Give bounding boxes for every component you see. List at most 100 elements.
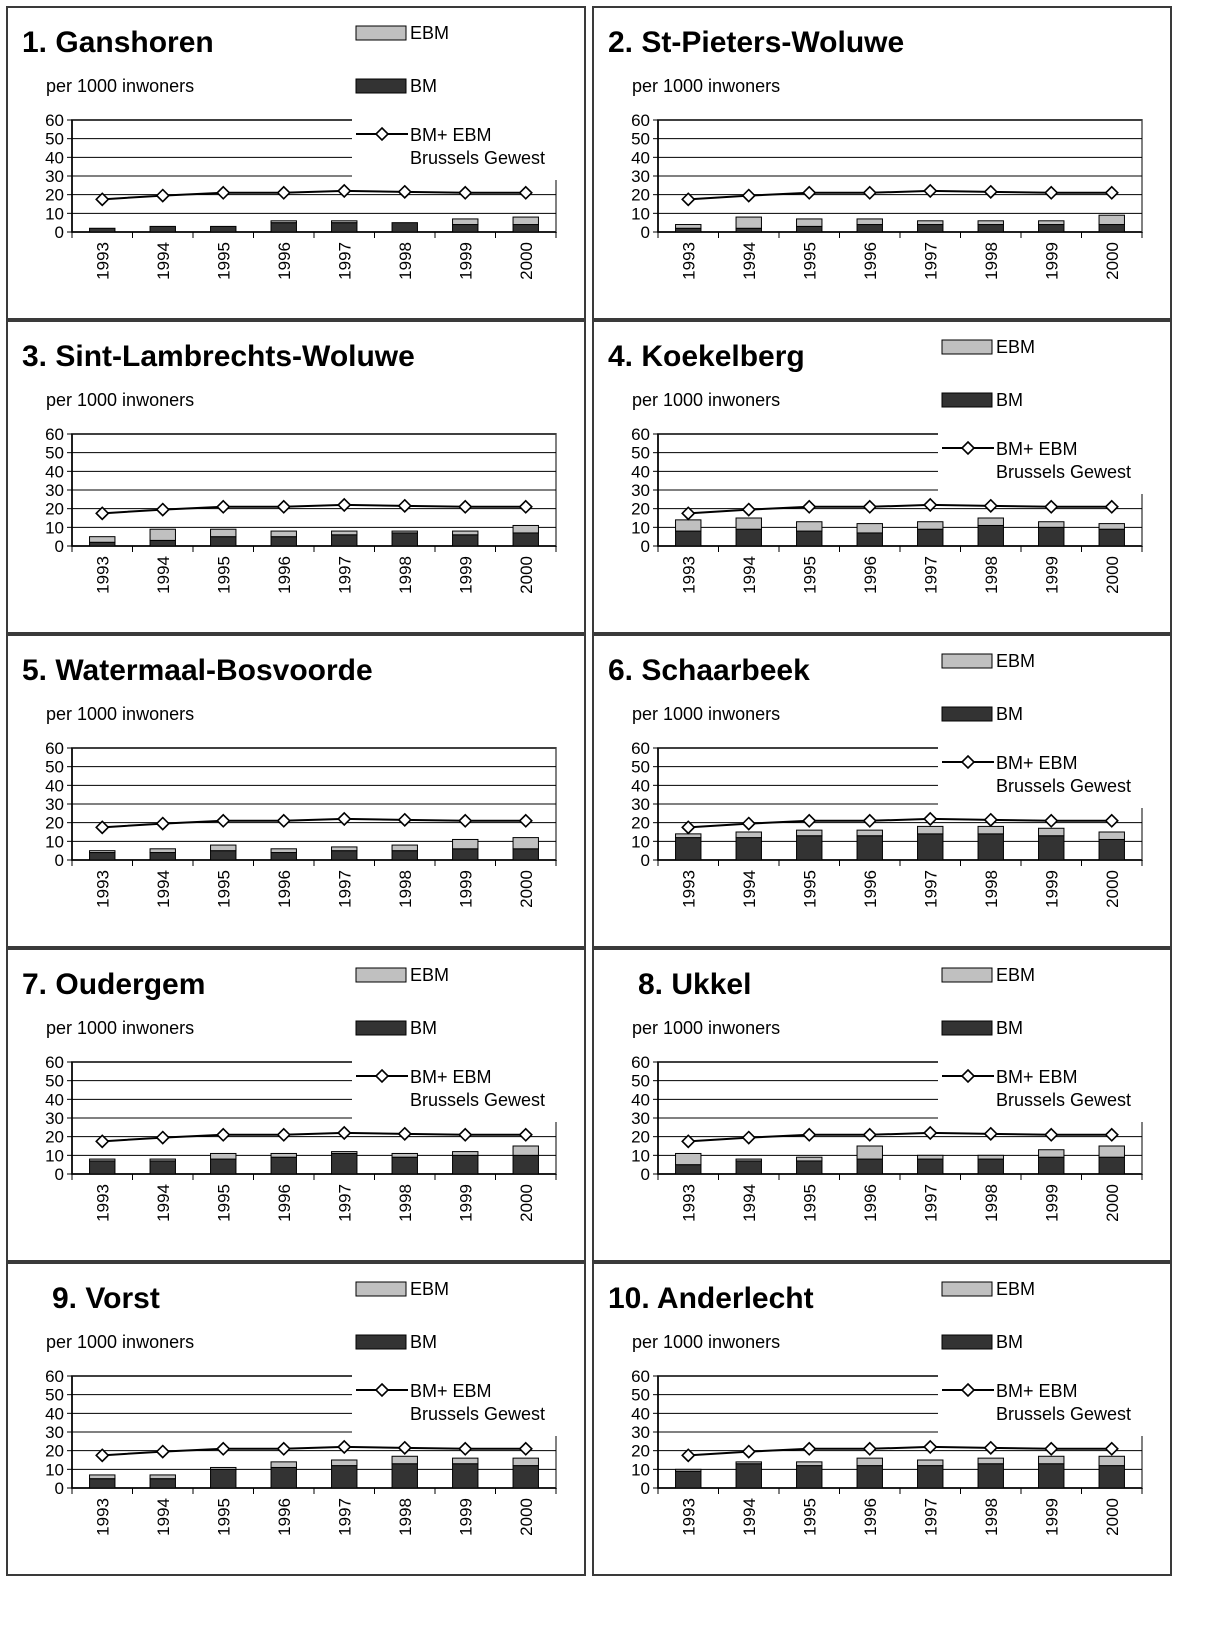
y-tick-label: 10 bbox=[45, 1146, 64, 1165]
chart-subtitle: per 1000 inwoners bbox=[632, 76, 781, 96]
chart-title: 8. Ukkel bbox=[638, 968, 752, 1001]
line-marker bbox=[983, 1440, 998, 1455]
line-marker bbox=[337, 1439, 352, 1455]
legend-label-ebm: EBM bbox=[410, 23, 449, 43]
bar-ebm bbox=[331, 846, 358, 852]
y-tick-label: 60 bbox=[45, 111, 64, 130]
x-tick-label: 1994 bbox=[740, 242, 759, 280]
y-tick-label: 40 bbox=[45, 1404, 64, 1423]
bar-bm bbox=[1098, 1465, 1125, 1489]
y-tick-label: 10 bbox=[631, 1460, 650, 1479]
x-tick-label: 1997 bbox=[335, 870, 354, 908]
bar-ebm bbox=[452, 1457, 479, 1465]
x-tick-label: 1994 bbox=[154, 556, 173, 594]
bar-ebm bbox=[796, 1156, 823, 1162]
x-tick-label: 1998 bbox=[982, 870, 1001, 908]
x-tick-label: 1999 bbox=[1042, 1498, 1061, 1536]
y-tick-label: 60 bbox=[631, 1367, 650, 1386]
bar-bm bbox=[675, 837, 702, 861]
x-tick-label: 1998 bbox=[396, 242, 415, 280]
bar-bm bbox=[977, 524, 1004, 547]
x-tick-label: 2000 bbox=[517, 1498, 536, 1536]
chart-title: 3. Sint-Lambrechts-Woluwe bbox=[22, 340, 415, 373]
bar-bm bbox=[270, 1156, 297, 1175]
bar-ebm bbox=[1098, 523, 1125, 530]
y-tick-label: 20 bbox=[45, 186, 64, 205]
chart-subtitle: per 1000 inwoners bbox=[632, 390, 781, 410]
bar-ebm bbox=[735, 1461, 762, 1465]
bar-bm bbox=[452, 848, 479, 861]
bar-bm bbox=[856, 835, 883, 861]
bar-ebm bbox=[512, 524, 539, 534]
bar-bm bbox=[796, 1160, 823, 1175]
legend-label-line-2: Brussels Gewest bbox=[996, 462, 1131, 482]
bar-bm bbox=[512, 1154, 539, 1175]
y-tick-label: 60 bbox=[631, 111, 650, 130]
bar-ebm bbox=[796, 218, 823, 227]
line-series bbox=[102, 189, 526, 201]
bar-bm bbox=[391, 532, 418, 547]
line-marker bbox=[216, 1441, 231, 1456]
bar-ebm bbox=[331, 530, 358, 536]
line-marker bbox=[276, 1441, 291, 1456]
legend-label-bm: BM bbox=[996, 1332, 1023, 1352]
line-marker bbox=[216, 499, 231, 514]
y-tick-label: 50 bbox=[631, 1072, 650, 1091]
x-tick-label: 1995 bbox=[800, 870, 819, 908]
bar-bm bbox=[210, 225, 237, 233]
bar-bm bbox=[796, 1465, 823, 1489]
x-tick-label: 1995 bbox=[214, 870, 233, 908]
legend-label-line: BM+ EBM bbox=[410, 1067, 492, 1087]
bar-bm bbox=[856, 1465, 883, 1489]
x-tick-label: 1993 bbox=[679, 1498, 698, 1536]
y-tick-label: 0 bbox=[55, 223, 64, 242]
line-marker bbox=[1044, 813, 1059, 828]
line-marker bbox=[802, 1441, 817, 1456]
y-tick-label: 30 bbox=[45, 1109, 64, 1128]
line-marker bbox=[923, 497, 938, 513]
x-tick-label: 1993 bbox=[679, 870, 698, 908]
x-tick-label: 1998 bbox=[396, 1498, 415, 1536]
line-series bbox=[688, 189, 1112, 201]
bar-ebm bbox=[512, 1145, 539, 1156]
bar-ebm bbox=[796, 829, 823, 837]
chart-title: 7. Oudergem bbox=[22, 968, 206, 1001]
bar-bm bbox=[735, 837, 762, 861]
line-marker bbox=[458, 499, 473, 514]
line-marker bbox=[216, 1127, 231, 1142]
bar-bm bbox=[331, 534, 358, 547]
x-tick-label: 1998 bbox=[396, 870, 415, 908]
line-marker bbox=[95, 1448, 110, 1463]
legend-label-bm: BM bbox=[996, 704, 1023, 724]
legend-label-line-2: Brussels Gewest bbox=[410, 1404, 545, 1424]
line-marker bbox=[741, 1444, 756, 1459]
bar-bm bbox=[977, 224, 1004, 233]
legend-label-line: BM+ EBM bbox=[996, 1067, 1078, 1087]
x-tick-label: 1998 bbox=[396, 556, 415, 594]
line-marker bbox=[681, 820, 696, 835]
bar-ebm bbox=[512, 837, 539, 850]
chart-subtitle: per 1000 inwoners bbox=[46, 1332, 195, 1352]
bar-ebm bbox=[210, 844, 237, 852]
chart-subtitle: per 1000 inwoners bbox=[632, 1018, 781, 1038]
line-marker bbox=[681, 1448, 696, 1463]
bar-ebm bbox=[856, 1457, 883, 1467]
chart-panel: 6. Schaarbeek per 1000 inwoners 0 10 20 30 40 5… bbox=[592, 634, 1172, 948]
x-tick-label: 2000 bbox=[1103, 1184, 1122, 1222]
line-marker bbox=[741, 502, 756, 517]
x-tick-label: 1997 bbox=[921, 1498, 940, 1536]
bar-ebm bbox=[210, 1466, 237, 1470]
line-marker bbox=[276, 813, 291, 828]
bar-ebm bbox=[89, 1474, 116, 1480]
bar-bm bbox=[270, 222, 297, 233]
line-marker bbox=[518, 1127, 533, 1142]
bar-bm bbox=[977, 1158, 1004, 1175]
bar-ebm bbox=[735, 216, 762, 229]
bar-bm bbox=[331, 1152, 358, 1175]
line-marker bbox=[458, 185, 473, 200]
bar-bm bbox=[452, 224, 479, 233]
